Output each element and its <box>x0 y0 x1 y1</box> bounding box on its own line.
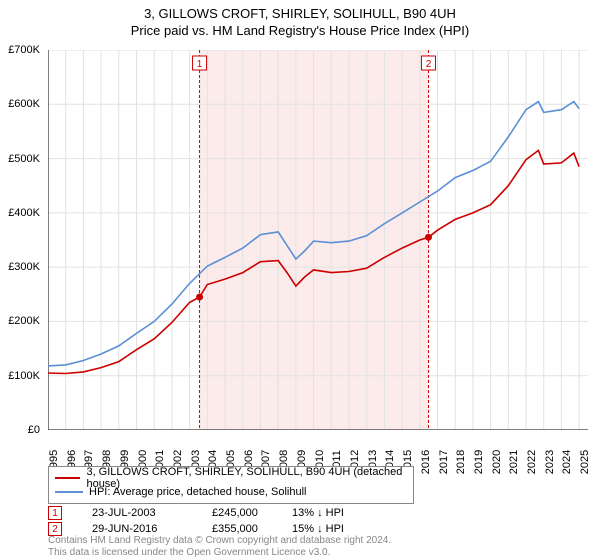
y-tick-label: £500K <box>8 153 40 165</box>
y-tick-label: £400K <box>8 207 40 219</box>
chart-plot-area: 12 <box>48 50 588 430</box>
legend-row: 3, GILLOWS CROFT, SHIRLEY, SOLIHULL, B90… <box>55 471 407 485</box>
chart-subtitle: Price paid vs. HM Land Registry's House … <box>0 21 600 38</box>
marker-delta: 13% ↓ HPI <box>292 507 412 519</box>
x-tick-label: 2016 <box>420 450 432 474</box>
x-tick-label: 2021 <box>508 450 520 474</box>
chart-title: 3, GILLOWS CROFT, SHIRLEY, SOLIHULL, B90… <box>0 0 600 21</box>
marker-row: 2 29-JUN-2016£355,00015% ↓ HPI <box>48 522 588 536</box>
chart-svg: 12 <box>48 50 588 430</box>
x-tick-label: 2017 <box>438 450 450 474</box>
y-tick-label: £300K <box>8 261 40 273</box>
marker-number-box: 1 <box>48 506 62 520</box>
footer-line-1: Contains HM Land Registry data © Crown c… <box>48 535 391 547</box>
marker-price: £355,000 <box>212 523 292 535</box>
y-tick-label: £200K <box>8 315 40 327</box>
marker-delta: 15% ↓ HPI <box>292 523 412 535</box>
x-tick-label: 2024 <box>561 450 573 474</box>
y-axis: £0£100K£200K£300K£400K£500K£600K£700K <box>0 50 44 430</box>
svg-text:1: 1 <box>197 59 203 70</box>
x-tick-label: 2018 <box>455 450 467 474</box>
y-tick-label: £100K <box>8 370 40 382</box>
footer-line-2: This data is licensed under the Open Gov… <box>48 547 391 559</box>
marker-date: 29-JUN-2016 <box>92 523 212 535</box>
x-tick-label: 2023 <box>544 450 556 474</box>
footer: Contains HM Land Registry data © Crown c… <box>48 535 391 558</box>
legend: 3, GILLOWS CROFT, SHIRLEY, SOLIHULL, B90… <box>48 466 414 504</box>
y-tick-label: £0 <box>28 424 40 436</box>
x-tick-label: 2020 <box>491 450 503 474</box>
marker-date: 23-JUL-2003 <box>92 507 212 519</box>
svg-text:2: 2 <box>426 59 432 70</box>
legend-swatch <box>55 491 83 493</box>
y-tick-label: £700K <box>8 44 40 56</box>
legend-label: HPI: Average price, detached house, Soli… <box>89 486 307 498</box>
markers-table: 1 23-JUL-2003£245,00013% ↓ HPI 2 29-JUN-201… <box>48 506 588 538</box>
x-tick-label: 2022 <box>526 450 538 474</box>
legend-swatch <box>55 477 80 479</box>
marker-row: 1 23-JUL-2003£245,00013% ↓ HPI <box>48 506 588 520</box>
y-tick-label: £600K <box>8 98 40 110</box>
x-tick-label: 2025 <box>579 450 591 474</box>
marker-number-box: 2 <box>48 522 62 536</box>
x-tick-label: 2019 <box>473 450 485 474</box>
marker-price: £245,000 <box>212 507 292 519</box>
